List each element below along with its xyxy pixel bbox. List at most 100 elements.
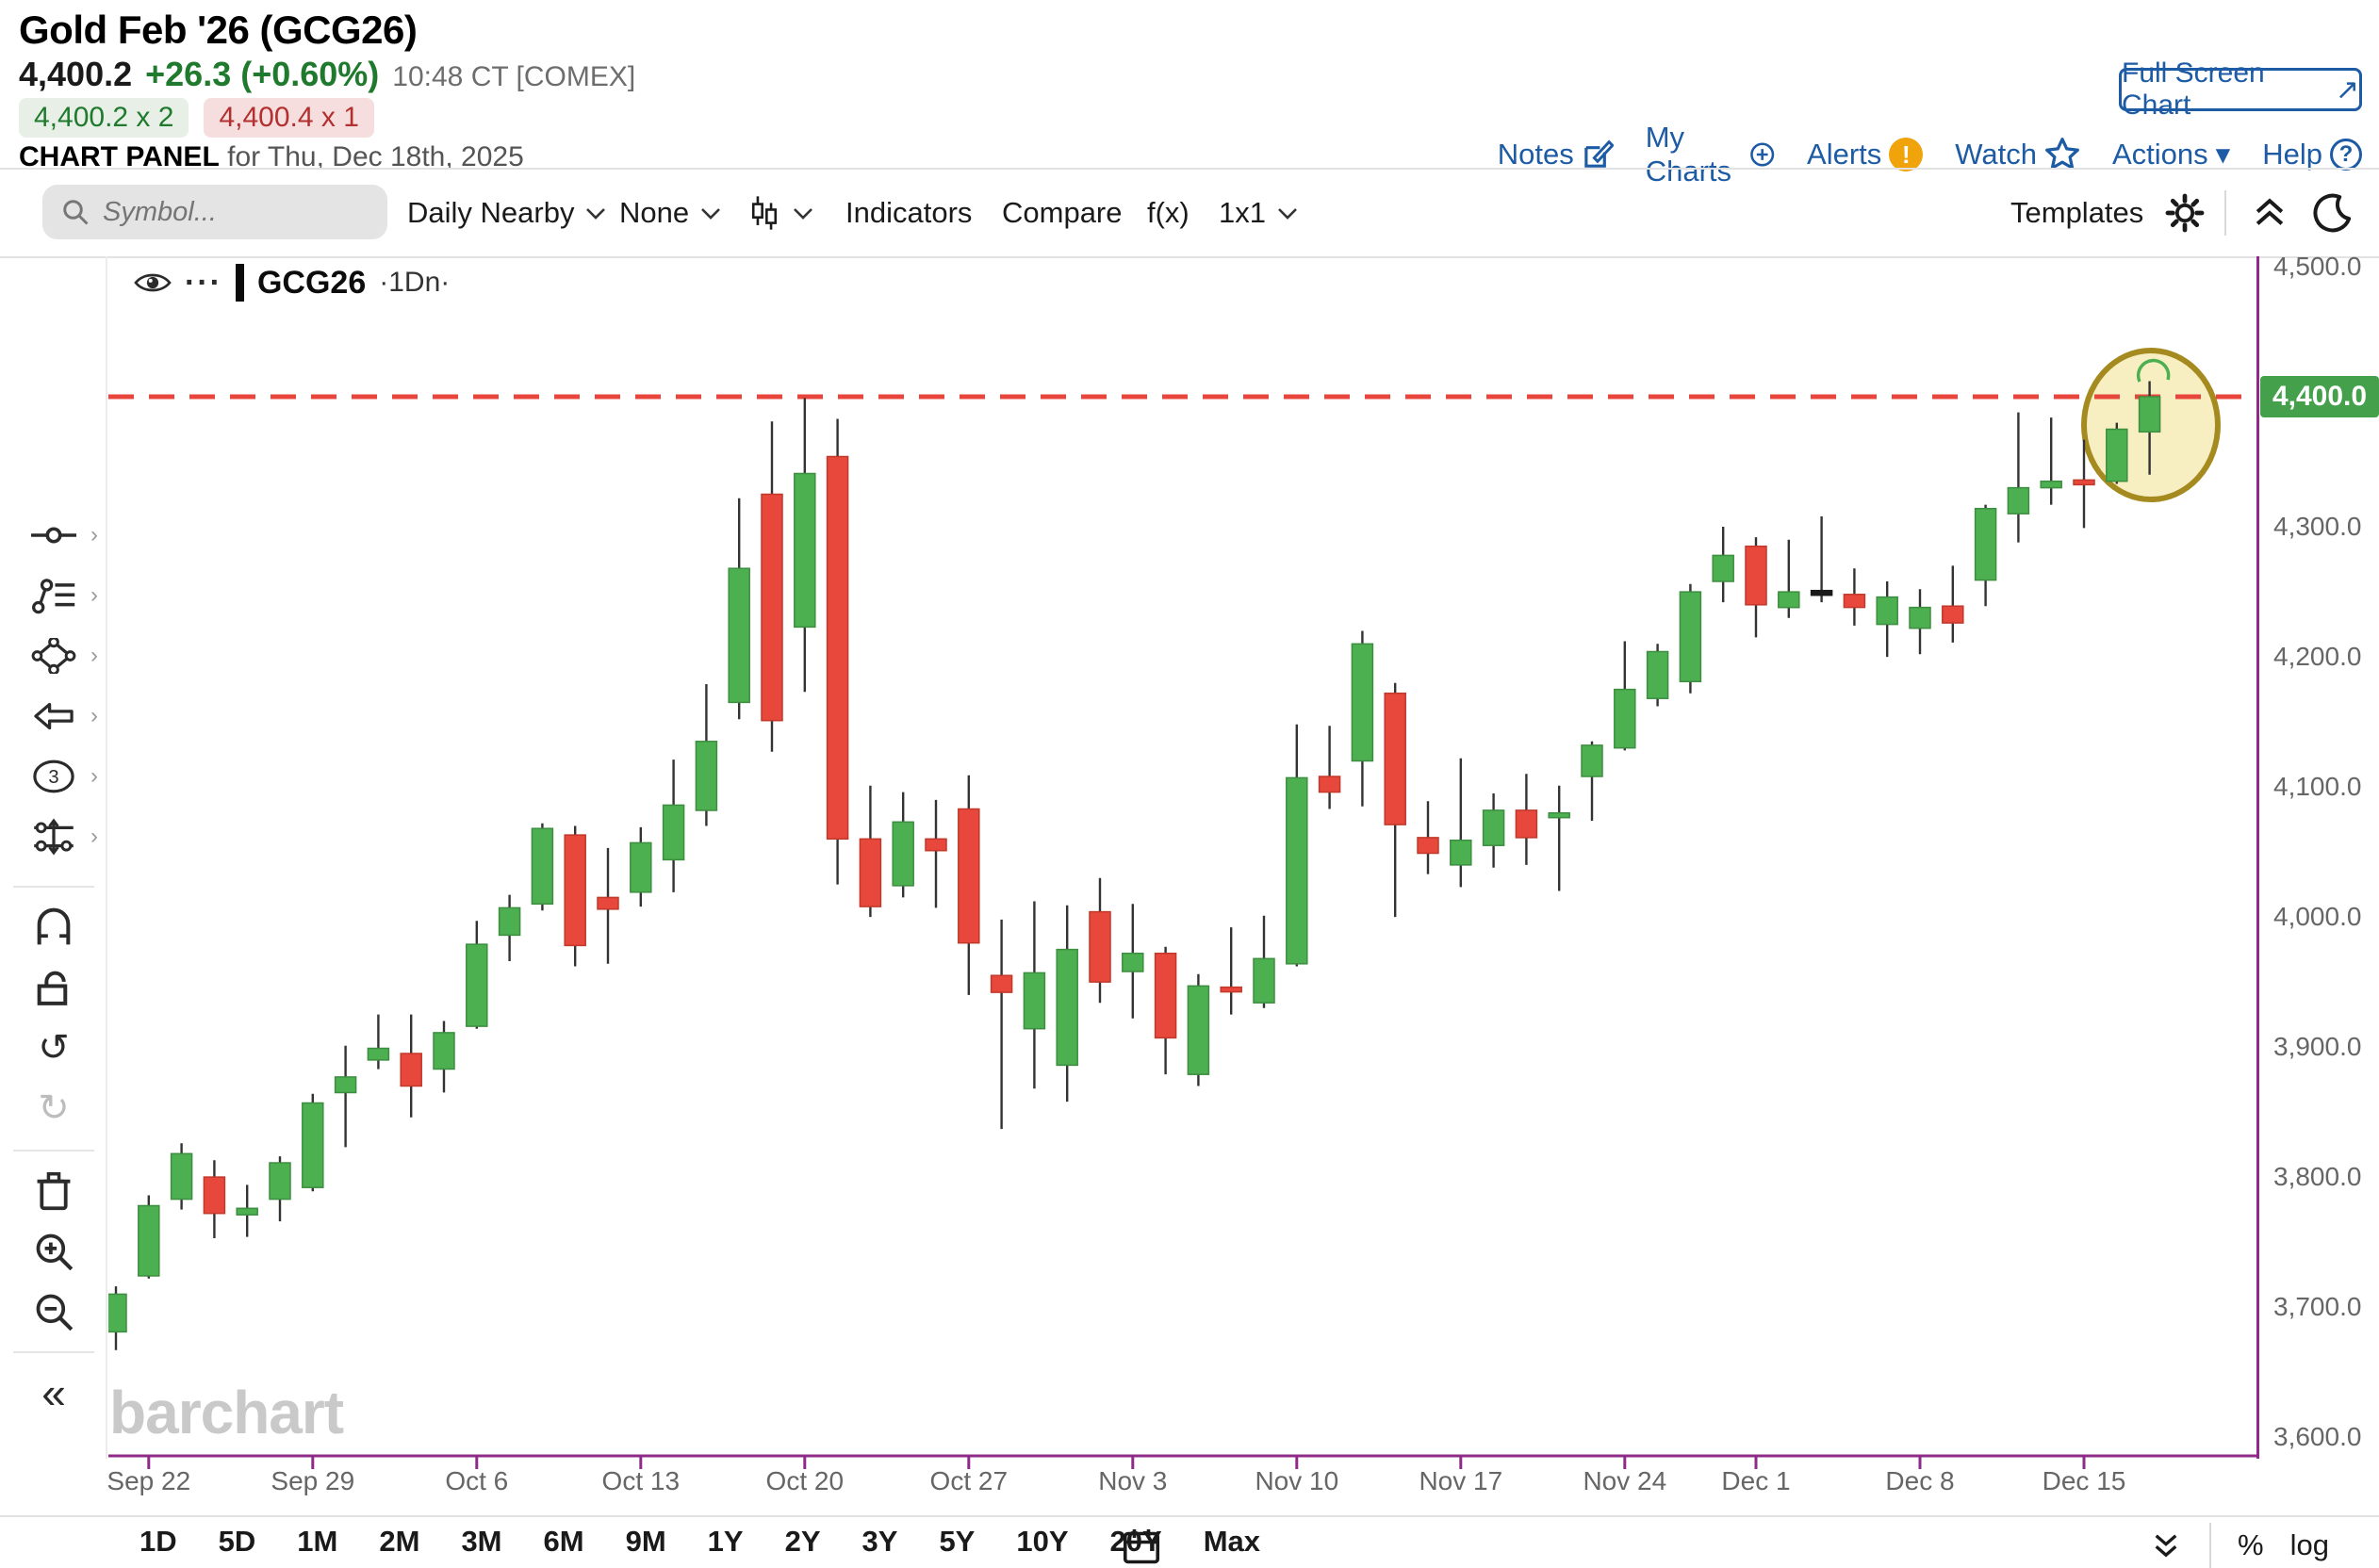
- collapse-toolbar-button[interactable]: [2251, 170, 2289, 256]
- candle-body: [1253, 957, 1275, 1004]
- lock-drawings-button[interactable]: [0, 961, 107, 1014]
- zoom-out-button[interactable]: [0, 1285, 107, 1338]
- candle-body: [1876, 596, 1898, 626]
- y-axis-label: 4,000.0: [2273, 902, 2362, 932]
- layout-dropdown[interactable]: 1x1: [1219, 170, 1298, 256]
- log-scale-toggle[interactable]: log: [2289, 1528, 2329, 1561]
- expand-arrow-icon[interactable]: ›: [90, 522, 98, 547]
- candlestick-chart[interactable]: [108, 256, 2257, 1470]
- frequency-dropdown[interactable]: Daily Nearby: [407, 170, 606, 256]
- range-5D[interactable]: 5D: [218, 1525, 256, 1558]
- expand-arrow-icon[interactable]: ›: [90, 643, 98, 668]
- range-5Y[interactable]: 5Y: [939, 1525, 976, 1558]
- series-menu-dots[interactable]: ···: [185, 264, 222, 301]
- x-axis-label: Nov 10: [1255, 1466, 1339, 1495]
- candle-body: [695, 741, 718, 811]
- range-9M[interactable]: 9M: [625, 1525, 666, 1558]
- custom-date-button[interactable]: [1122, 1527, 1161, 1566]
- y-axis-label: 3,800.0: [2273, 1162, 2362, 1192]
- full-screen-chart-button[interactable]: Full Screen Chart ↗: [2119, 57, 2362, 121]
- expand-panel-button[interactable]: [2149, 1528, 2183, 1562]
- range-3M[interactable]: 3M: [461, 1525, 502, 1558]
- arc-annotation[interactable]: [2136, 358, 2171, 383]
- range-Max[interactable]: Max: [1203, 1525, 1261, 1558]
- candle-body: [597, 896, 619, 910]
- indicators-button[interactable]: Indicators: [845, 170, 972, 256]
- candle-body: [794, 472, 816, 629]
- range-2M[interactable]: 2M: [379, 1525, 420, 1558]
- candle-body: [1056, 948, 1078, 1067]
- circled-number-icon: 3: [33, 760, 74, 793]
- delete-drawings-button[interactable]: [0, 1165, 107, 1217]
- header-divider: [0, 168, 2379, 170]
- search-icon: [63, 200, 89, 225]
- help-link[interactable]: Help ?: [2262, 138, 2362, 172]
- cursor-tool-button[interactable]: ›: [0, 509, 107, 562]
- series-symbol: GCG26: [256, 264, 367, 301]
- range-1M[interactable]: 1M: [297, 1525, 338, 1558]
- measure-tool-button[interactable]: ›: [0, 810, 107, 863]
- magnet-mode-button[interactable]: [0, 901, 107, 954]
- expand-arrow-icon[interactable]: ›: [90, 763, 98, 789]
- redo-button[interactable]: ↻: [0, 1082, 107, 1135]
- range-3Y[interactable]: 3Y: [861, 1525, 898, 1558]
- candle-body: [203, 1176, 226, 1215]
- range-2Y[interactable]: 2Y: [784, 1525, 821, 1558]
- candle-body: [466, 943, 488, 1027]
- watch-link[interactable]: Watch: [1955, 137, 2080, 172]
- functions-button[interactable]: f(x): [1147, 170, 1190, 256]
- line-tools-button[interactable]: ›: [0, 569, 107, 622]
- candle-body: [1548, 811, 1570, 819]
- line-dot-icon: [31, 527, 76, 544]
- gear-icon: [2165, 193, 2205, 233]
- panel-caption: CHART PANEL for Thu, Dec 18th, 2025: [19, 141, 524, 173]
- actions-menu[interactable]: Actions ▾: [2112, 138, 2230, 172]
- templates-button[interactable]: Templates: [2010, 170, 2143, 256]
- expand-arrow-icon[interactable]: ›: [90, 824, 98, 849]
- last-price: 4,400.2: [19, 55, 133, 93]
- candle-body: [630, 841, 652, 893]
- symbol-input[interactable]: [103, 196, 348, 228]
- tools-dropdown[interactable]: None: [619, 170, 721, 256]
- chart-type-dropdown[interactable]: [747, 170, 813, 256]
- double-chevron-up-icon: [2256, 198, 2284, 225]
- candle-body: [2073, 479, 2095, 486]
- candle-body: [1581, 744, 1603, 777]
- price-change: +26.3 (+0.60%): [145, 55, 380, 93]
- series-legend: ··· GCG26 ·1Dn·: [134, 264, 450, 302]
- alerts-link[interactable]: Alerts !: [1807, 138, 1924, 172]
- range-1Y[interactable]: 1Y: [707, 1525, 744, 1558]
- collapse-rail-button[interactable]: «: [0, 1366, 107, 1419]
- notes-link[interactable]: Notes: [1498, 138, 1614, 172]
- compare-button[interactable]: Compare: [1002, 170, 1123, 256]
- expand-arrow-icon[interactable]: ›: [90, 703, 98, 728]
- arrow-tool-button[interactable]: ›: [0, 690, 107, 743]
- arrow-left-icon: [34, 702, 74, 730]
- star-icon: [2045, 138, 2079, 170]
- expand-arrow-icon[interactable]: ›: [90, 582, 98, 608]
- candle-body: [859, 838, 882, 907]
- candle-body: [334, 1076, 357, 1094]
- percent-scale-toggle[interactable]: %: [2238, 1528, 2264, 1561]
- symbol-search[interactable]: [42, 185, 387, 239]
- eye-icon[interactable]: [134, 270, 172, 296]
- candle-body: [1679, 591, 1702, 683]
- range-6M[interactable]: 6M: [543, 1525, 584, 1558]
- my-charts-link[interactable]: My Charts: [1646, 121, 1775, 188]
- undo-button[interactable]: ↺: [0, 1021, 107, 1074]
- shapes-icon: [31, 638, 76, 674]
- plus-circle-icon: [1749, 142, 1774, 167]
- zoom-in-button[interactable]: [0, 1225, 107, 1278]
- dark-mode-toggle[interactable]: [2309, 170, 2353, 256]
- settings-button[interactable]: [2164, 170, 2206, 256]
- annotation-count-button[interactable]: 3 ›: [0, 750, 107, 803]
- range-1D[interactable]: 1D: [139, 1525, 177, 1558]
- range-10Y[interactable]: 10Y: [1016, 1525, 1069, 1558]
- frequency-label: Daily Nearby: [407, 196, 575, 229]
- shapes-tool-button[interactable]: ›: [0, 629, 107, 682]
- candle-body: [925, 838, 947, 852]
- quote-time: 10:48 CT [COMEX]: [392, 61, 636, 92]
- candle-body: [1843, 594, 1866, 609]
- indicators-label: Indicators: [845, 196, 973, 229]
- candlestick-chart-icon: [751, 196, 778, 230]
